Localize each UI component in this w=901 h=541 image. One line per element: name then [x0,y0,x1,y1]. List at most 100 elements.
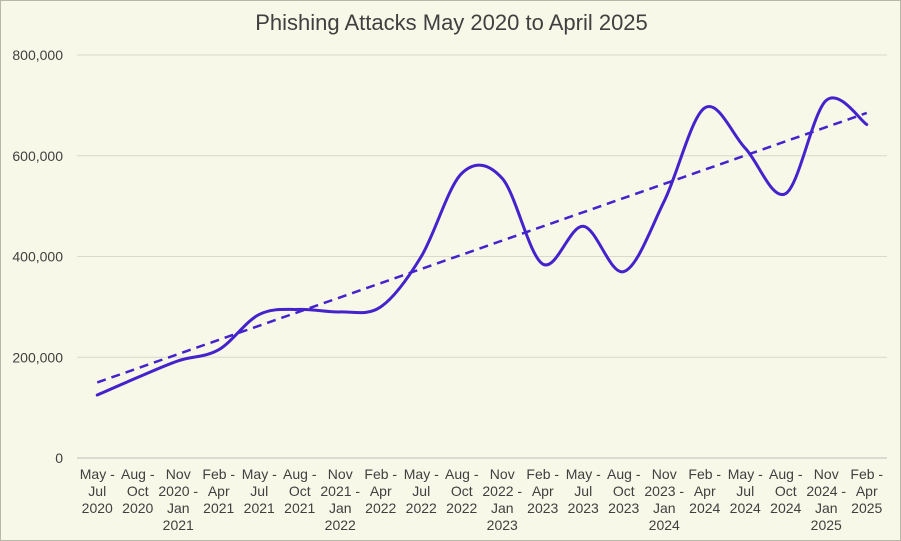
x-tick-label-line: Apr [208,483,230,499]
x-tick-label-line: May - [566,466,601,482]
x-tick-label-line: Feb - [202,466,235,482]
data-point [703,106,707,110]
x-tick-label-line: Jan [329,500,352,516]
data-point [379,305,383,309]
x-tick-label-line: 2022 - [482,483,522,499]
x-tick-label-line: 2020 [82,500,113,516]
x-tick-label-line: 2021 [284,500,315,516]
x-tick-label-line: 2022 [325,517,356,533]
x-tick-label-line: 2023 [568,500,599,516]
y-tick-label: 800,000 [12,47,63,63]
x-tick-label: Feb -Apr 2025 [850,466,883,516]
x-tick-label-line: May - [80,466,115,482]
data-point [622,270,626,274]
x-tick-label-line: 2023 [608,500,639,516]
x-tick-label-line: 2021 [244,500,275,516]
x-tick-label-line: Oct [775,483,797,499]
x-tick-label: Nov 2020 -Jan 2021 [158,466,198,533]
data-point [541,262,545,266]
x-tick-label-line: Aug - [769,466,803,482]
x-tick-label-line: 2025 [811,517,842,533]
x-tick-label: Aug -Oct 2021 [283,466,317,516]
y-axis-tick-labels: 0 200,000 400,000 600,000 800,000 [12,47,63,466]
x-tick-label-line: 2021 [203,500,234,516]
x-tick-label-line: 2020 - [158,483,198,499]
x-tick-label-line: 2025 [851,500,882,516]
x-tick-label-line: Jan [815,500,838,516]
x-tick-label-line: Oct [451,483,473,499]
x-tick-label-line: Jan [491,500,514,516]
y-tick-label: 400,000 [12,249,63,265]
x-tick-label: Feb -Apr 2024 [688,466,721,516]
x-tick-label-line: Aug - [607,466,641,482]
data-point [419,255,423,259]
x-tick-label: May -Jul 2021 [242,466,277,516]
x-tick-label: Feb -Apr 2022 [364,466,397,516]
data-point [217,348,221,352]
data-point [824,98,828,102]
chart-title: Phishing Attacks May 2020 to April 2025 [255,10,648,35]
gridlines [77,54,887,459]
x-tick-label: Feb -Apr 2023 [526,466,559,516]
x-tick-label: May -Jul 2023 [566,466,601,516]
x-tick-label-line: Apr [694,483,716,499]
x-tick-label-line: Jul [250,483,268,499]
x-tick-label-line: Nov [652,466,677,482]
x-tick-label: Nov 2022 -Jan 2023 [482,466,522,533]
x-tick-label-line: Apr [856,483,878,499]
x-tick-label-line: Feb - [688,466,721,482]
x-tick-label-line: 2024 - [806,483,846,499]
x-tick-label: Nov 2021 -Jan 2022 [320,466,360,533]
x-tick-label-line: Aug - [121,466,155,482]
x-tick-label-line: Jul [412,483,430,499]
x-tick-label-line: May - [728,466,763,482]
data-point [460,171,464,175]
y-tick-label: 0 [55,450,63,466]
x-tick-label: Aug -Oct 2024 [769,466,803,516]
x-tick-label-line: 2021 [163,517,194,533]
x-tick-label-line: 2021 - [320,483,360,499]
data-point [257,312,261,316]
x-tick-label: Feb -Apr 2021 [202,466,235,516]
x-tick-label-line: Jul [88,483,106,499]
data-point [581,224,585,228]
x-tick-label-line: Jul [574,483,592,499]
data-point [176,359,180,363]
x-tick-label-line: Nov [328,466,353,482]
x-tick-label: Aug -Oct 2022 [445,466,479,516]
x-tick-label-line: Apr [370,483,392,499]
x-tick-label-line: 2024 [649,517,680,533]
x-tick-label-line: Oct [289,483,311,499]
x-tick-label-line: 2024 [770,500,801,516]
x-tick-label-line: 2024 [730,500,761,516]
x-tick-label-line: Aug - [445,466,479,482]
data-point [662,199,666,203]
x-tick-label: May -Jul 2020 [80,466,115,516]
x-tick-label-line: Oct [127,483,149,499]
x-tick-label-line: Oct [613,483,635,499]
x-tick-label-line: Aug - [283,466,317,482]
x-tick-label-line: Feb - [526,466,559,482]
series-layer [95,96,869,397]
x-tick-label-line: 2022 [365,500,396,516]
x-tick-label-line: Jan [653,500,676,516]
data-point [784,192,788,196]
trendline [96,111,868,384]
x-tick-label-line: Apr [532,483,554,499]
x-tick-label: Aug -Oct 2020 [121,466,155,516]
data-point [865,123,869,127]
x-tick-label-line: Feb - [850,466,883,482]
x-tick-label-line: 2023 [527,500,558,516]
series-line [95,96,869,397]
x-tick-label-line: Feb - [364,466,397,482]
data-point [743,146,747,150]
data-point [298,307,302,311]
x-tick-label-line: Nov [166,466,191,482]
y-tick-label: 200,000 [12,349,63,365]
data-point [500,176,504,180]
x-tick-label: Aug -Oct 2023 [607,466,641,516]
data-point [136,375,140,379]
